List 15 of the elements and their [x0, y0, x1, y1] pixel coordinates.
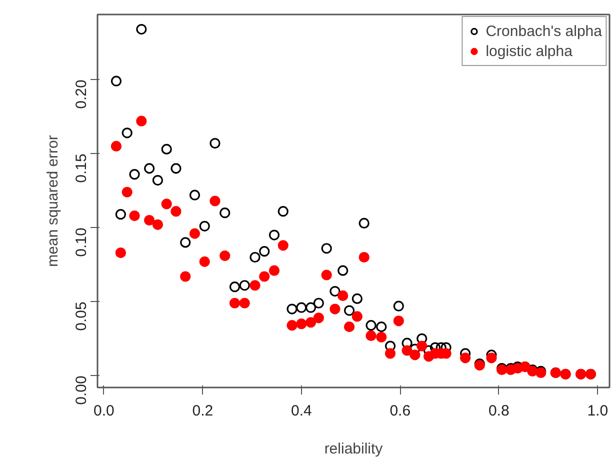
x-tick-label: 0.8 [488, 402, 510, 420]
x-tick-label: 1.0 [587, 402, 608, 420]
x-tick-label: 0.6 [390, 402, 411, 420]
x-axis-title: reliability [324, 440, 384, 458]
x-tick-label: 0.2 [192, 402, 214, 420]
y-tick-label: 0.00 [73, 376, 90, 405]
legend-label: logistic alpha [486, 42, 572, 60]
y-tick-label: 0.15 [73, 154, 90, 183]
legend-label: Cronbach's alpha [486, 22, 602, 40]
y-tick-label: 0.05 [73, 302, 90, 331]
y-tick-label: 0.10 [73, 228, 90, 257]
x-tick-label: 0.4 [290, 402, 312, 420]
y-axis-title: mean squared error [44, 135, 62, 267]
y-tick-label: 0.20 [73, 80, 90, 109]
x-tick-label: 0.0 [93, 402, 114, 420]
